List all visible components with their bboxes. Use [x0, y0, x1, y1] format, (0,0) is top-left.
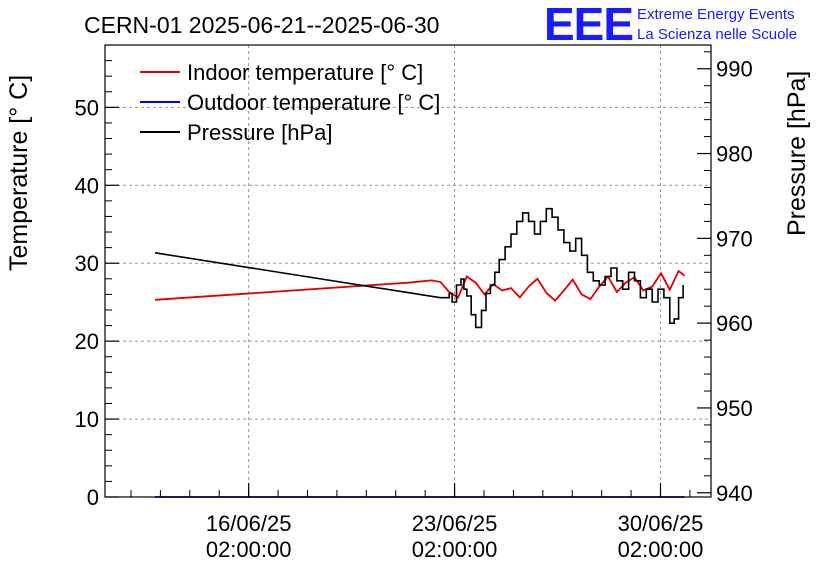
legend-label: Outdoor temperature [° C] — [187, 90, 440, 115]
plot-frame — [104, 44, 712, 498]
y2-tick-label: 950 — [716, 396, 753, 421]
x-tick-date: 23/06/25 — [412, 511, 498, 536]
chart-title: CERN-01 2025-06-21--2025-06-30 — [84, 12, 439, 38]
brand-line-1: Extreme Energy Events — [637, 6, 795, 23]
series-line-pressure — [154, 207, 684, 329]
legend-label: Indoor temperature [° C] — [187, 60, 423, 85]
y-tick-label: 0 — [87, 485, 99, 510]
axes: 0102030405094095096097098099016/06/2502:… — [75, 44, 753, 562]
y-axis-label: Temperature [° C] — [5, 75, 33, 271]
y-tick-label: 50 — [75, 95, 99, 120]
legend: Indoor temperature [° C] Outdoor temperat… — [140, 60, 440, 145]
x-tick-time: 02:00:00 — [618, 537, 704, 562]
brand-line-2: La Scienza nelle Scuole — [637, 26, 797, 43]
eee-logo: EEE — [544, 0, 633, 50]
y2-tick-label: 960 — [716, 311, 753, 336]
y-tick-label: 30 — [75, 251, 99, 276]
y-tick-label: 40 — [75, 173, 99, 198]
x-tick-time: 02:00:00 — [206, 537, 292, 562]
eee-brand: EEE Extreme Energy Events La Scienza nel… — [544, 0, 797, 50]
x-tick-date: 16/06/25 — [206, 511, 292, 536]
legend-label: Pressure [hPa] — [187, 120, 333, 145]
grid — [105, 45, 711, 497]
y2-tick-label: 980 — [716, 142, 753, 167]
x-tick-date: 30/06/25 — [618, 511, 704, 536]
y2-axis-label: Pressure [hPa] — [783, 71, 811, 236]
plot-series — [154, 207, 686, 498]
series-line-indoor — [154, 269, 686, 302]
y-tick-label: 20 — [75, 329, 99, 354]
y-tick-label: 10 — [75, 407, 99, 432]
x-tick-time: 02:00:00 — [412, 537, 498, 562]
y2-tick-label: 940 — [716, 481, 753, 506]
y2-tick-label: 990 — [716, 57, 753, 82]
y2-tick-label: 970 — [716, 226, 753, 251]
